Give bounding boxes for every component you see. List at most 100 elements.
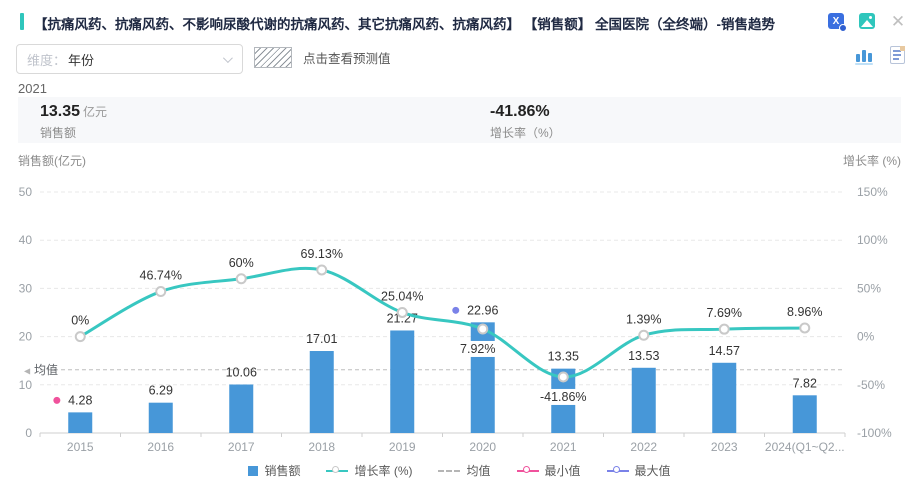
stat-sales-unit: 亿元 <box>83 105 108 119</box>
stat-sales: 13.35 亿元 销售额 <box>40 103 107 141</box>
bar-2020[interactable] <box>470 322 495 433</box>
bar-2015[interactable] <box>68 412 93 433</box>
chart-view-button[interactable] <box>855 46 875 68</box>
growth-label-2016: 46.74% <box>140 269 182 283</box>
x-label-2019: 2019 <box>389 440 416 454</box>
legend-dash-swatch <box>438 469 461 472</box>
bar-label-2023: 14.57 <box>709 344 740 358</box>
growth-label-2018: 69.13% <box>301 247 343 261</box>
legend-item-0[interactable]: 销售额 <box>248 462 300 479</box>
growth-point-2019[interactable] <box>396 306 408 318</box>
growth-label-2022: 1.39% <box>626 312 661 326</box>
bar-2016[interactable] <box>148 402 173 433</box>
x-label-2022: 2022 <box>630 440 657 454</box>
svg-text:0%: 0% <box>857 330 875 344</box>
x-label-2016: 2016 <box>147 440 174 454</box>
x-label-2015: 2015 <box>67 440 94 454</box>
growth-label-2019: 25.04% <box>381 289 423 303</box>
forecast-hint-label: 点击查看预测值 <box>303 52 391 66</box>
growth-label-2021: -41.86% <box>540 390 587 404</box>
bar-2019[interactable] <box>390 330 415 433</box>
svg-text:150%: 150% <box>857 185 888 199</box>
svg-text:100%: 100% <box>857 233 888 247</box>
bar-label-2021: 13.35 <box>548 350 579 364</box>
legend-item-2[interactable]: 均值 <box>438 462 491 479</box>
growth-point-2023[interactable] <box>718 323 730 335</box>
bar-2023[interactable] <box>712 362 737 433</box>
close-button[interactable]: ✕ <box>889 12 907 30</box>
close-icon: ✕ <box>890 11 906 31</box>
svg-text:50%: 50% <box>857 281 881 295</box>
dimension-select-value: 年份 <box>68 52 95 68</box>
svg-text:-100%: -100% <box>857 426 892 440</box>
svg-text:40: 40 <box>19 233 33 247</box>
svg-text:20: 20 <box>19 330 33 344</box>
growth-point-2022[interactable] <box>638 329 650 341</box>
legend-label: 最大值 <box>634 464 671 478</box>
bar-2017[interactable] <box>229 384 254 433</box>
export-excel-button[interactable]: X <box>827 12 847 32</box>
growth-point-2017[interactable] <box>235 273 247 285</box>
bar-label-2017: 10.06 <box>226 366 257 380</box>
column-chart-icon <box>856 54 860 62</box>
growth-point-2024(Q1~Q2...[interactable] <box>799 322 811 334</box>
growth-label-2023: 7.69% <box>707 306 742 320</box>
growth-label-2020: 7.92% <box>460 342 495 356</box>
growth-point-2016[interactable] <box>155 286 167 298</box>
stats-panel: 13.35 亿元 销售额 -41.86% 增长率（%） <box>18 97 901 143</box>
selected-year-label: 2021 <box>18 81 47 96</box>
legend-line-swatch <box>606 465 629 476</box>
panel-header: 【抗痛风药、抗痛风药、不影响尿酸代谢的抗痛风药、其它抗痛风药、抗痛风药】 【销售… <box>0 10 919 34</box>
growth-label-2017: 60% <box>229 256 254 270</box>
stat-growth-label: 增长率（%） <box>490 126 561 140</box>
legend-bar-swatch <box>248 465 259 476</box>
forecast-hatch-swatch <box>254 47 292 68</box>
x-label-2018: 2018 <box>308 440 335 454</box>
growth-label-2024(Q1~Q2...: 8.96% <box>787 305 822 319</box>
bar-label-2024(Q1~Q2...: 7.82 <box>793 376 817 390</box>
dimension-select-label: 维度： <box>27 52 67 68</box>
bar-label-2022: 13.53 <box>628 349 659 363</box>
bar-label-2020: 22.96 <box>467 303 498 317</box>
bar-label-2018: 17.01 <box>306 332 337 346</box>
svg-text:-50%: -50% <box>857 378 885 392</box>
left-axis-title: 销售额(亿元) <box>18 154 86 168</box>
svg-text:0: 0 <box>25 426 32 440</box>
bar-label-2016: 6.29 <box>149 384 173 398</box>
legend-label: 增长率 (%) <box>354 464 413 478</box>
legend-label: 销售额 <box>264 464 301 478</box>
x-label-2023: 2023 <box>711 440 738 454</box>
bar-2022[interactable] <box>631 367 656 433</box>
x-label-2024(Q1~Q2...: 2024(Q1~Q2... <box>765 440 845 454</box>
chart-canvas[interactable]: 0 -100% 10 -50% 20 0% 30 50% 40 100% 50 150% ◀ 均值 4.28… <box>0 170 919 470</box>
title-accent-bar <box>20 13 24 30</box>
legend-label: 最小值 <box>544 464 581 478</box>
dimension-select[interactable]: 维度： 年份 <box>16 44 243 74</box>
legend-item-4[interactable]: 最大值 <box>606 462 671 479</box>
excel-icon: X <box>828 13 847 32</box>
x-label-2020: 2020 <box>469 440 496 454</box>
legend-item-1[interactable]: 增长率 (%) <box>326 462 412 479</box>
toolbar: 维度： 年份 点击查看预测值 <box>0 44 919 74</box>
export-image-button[interactable] <box>858 12 876 30</box>
legend-label: 均值 <box>466 464 491 478</box>
bar-2018[interactable] <box>309 351 334 433</box>
growth-point-2021[interactable] <box>557 371 569 383</box>
svg-text:10: 10 <box>19 378 33 392</box>
x-label-2021: 2021 <box>550 440 577 454</box>
chevron-down-icon <box>222 53 233 64</box>
stat-growth: -41.86% 增长率（%） <box>490 103 561 141</box>
growth-point-2018[interactable] <box>316 264 328 276</box>
bar-2024(Q1~Q2...[interactable] <box>792 395 817 433</box>
growth-point-2020[interactable] <box>477 323 489 335</box>
legend-item-3[interactable]: 最小值 <box>516 462 581 479</box>
forecast-toggle[interactable]: 点击查看预测值 <box>254 47 391 68</box>
growth-point-2015[interactable] <box>74 331 86 343</box>
report-view-button[interactable] <box>890 46 905 64</box>
min-marker-dot <box>53 396 61 404</box>
mean-pointer-icon: ◀ <box>24 366 31 375</box>
trend-chart[interactable]: 0 -100% 10 -50% 20 0% 30 50% 40 100% 50 150% ◀ 均值 4.28… <box>0 170 919 470</box>
x-label-2017: 2017 <box>228 440 255 454</box>
growth-label-2015: 0% <box>71 314 89 328</box>
